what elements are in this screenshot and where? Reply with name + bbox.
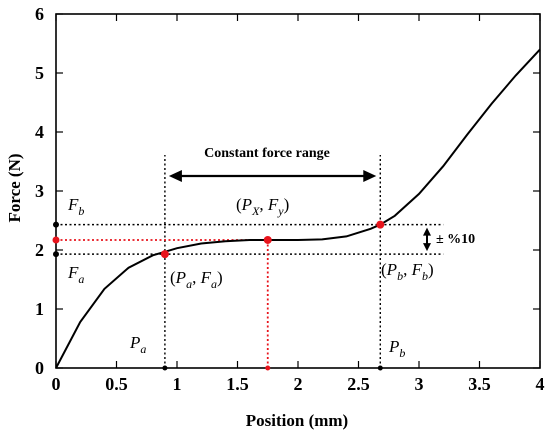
y-tick-label: 5	[35, 63, 44, 83]
x-tick-label: 3	[415, 374, 424, 394]
pb-axis-point	[377, 365, 383, 371]
range-arrow-right-head	[363, 170, 377, 182]
x-tick-label: 2	[294, 374, 303, 394]
point-a-label: (Pa, Fa)	[170, 268, 223, 291]
tolerance-label: ± %10	[436, 232, 475, 247]
red-point	[376, 220, 385, 229]
fa-label: Fa	[67, 263, 84, 286]
x-tick-label: 2.5	[347, 374, 370, 394]
y-tick-label: 6	[35, 4, 44, 24]
y-tick-label: 1	[35, 299, 44, 319]
x-axis-title: Position (mm)	[246, 411, 348, 430]
y-tick-label: 4	[35, 122, 44, 142]
y-tick-label: 0	[35, 358, 44, 378]
fa-axis-point	[53, 251, 59, 258]
x-tick-label: 1	[173, 374, 182, 394]
px-axis-point	[265, 365, 271, 371]
annotations: Position (mm) Force (N) Constant force r…	[5, 146, 475, 430]
pa-label: Pa	[129, 333, 146, 356]
x-tick-label: 1.5	[226, 374, 249, 394]
point-b-label: (Pb, Fb)	[381, 260, 434, 283]
x-tick-label: 0	[52, 374, 61, 394]
axes: 0 0.5 1 1.5 2 2.5 3 3.5 4 0 1 2 3 4 5 6	[35, 4, 545, 394]
fb-label: Fb	[67, 195, 84, 218]
fb-axis-point	[53, 221, 59, 228]
red-point	[263, 235, 272, 244]
x-tick-label: 3.5	[468, 374, 491, 394]
y-tick-label: 2	[35, 240, 44, 260]
y-axis-title: Force (N)	[5, 153, 24, 222]
pa-axis-point	[162, 365, 168, 371]
red-point	[160, 250, 169, 259]
range-arrow-left-head	[168, 170, 182, 182]
point-x-label: (PX, Fy)	[236, 195, 289, 218]
force-curve	[55, 48, 541, 369]
constant-force-range-label: Constant force range	[204, 146, 330, 161]
fy-axis-point	[52, 236, 60, 244]
tolerance-arrow-down-head	[423, 243, 431, 252]
x-tick-label: 0.5	[105, 374, 128, 394]
points-layer	[52, 220, 385, 371]
plot-frame	[55, 13, 541, 369]
y-tick-label: 3	[35, 181, 44, 201]
pb-label: Pb	[388, 337, 405, 360]
reference-lines	[56, 155, 444, 368]
x-tick-label: 4	[536, 374, 545, 394]
tolerance-arrow-up-head	[423, 227, 431, 236]
curve-layer	[55, 48, 541, 369]
